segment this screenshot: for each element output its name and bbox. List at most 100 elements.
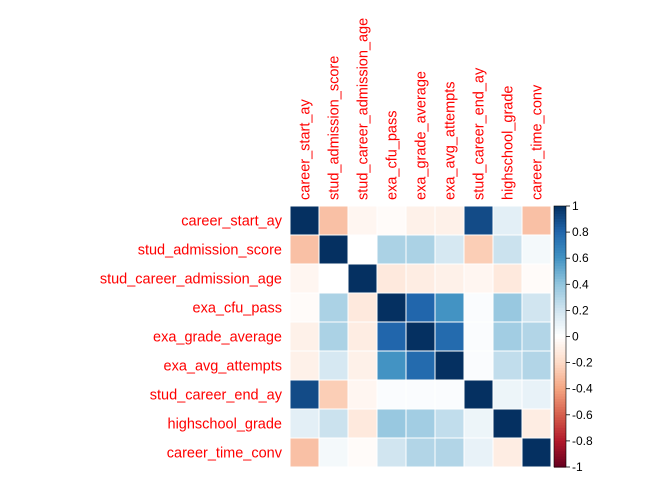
heatmap-cell-stud_career_end_ay-career_start_ay (290, 380, 319, 409)
colorbar-segment (554, 453, 566, 458)
colorbar-segment (554, 219, 566, 223)
column-label: stud_career_admission_age (356, 18, 372, 200)
colorbar-segment (554, 289, 566, 293)
heatmap-cell-exa_cfu_pass-exa_cfu_pass (377, 293, 406, 322)
column-label: stud_career_end_ay (472, 67, 488, 200)
heatmap-cell-career_time_conv-career_time_conv (522, 438, 551, 467)
colorbar-segment (554, 313, 566, 317)
colorbar-segment (554, 357, 566, 361)
colorbar-tick-label: -0.4 (572, 382, 593, 396)
colorbar-ticks: 1 0.8 0.6 0.4 0.2 0 -0.2 -0.4 -0.6 -0.8 -1 (566, 199, 593, 474)
heatmap-cell-career_start_ay-career_start_ay (290, 206, 319, 235)
heatmap-cell-stud_career_admission_age-career_time_conv (522, 264, 551, 293)
colorbar-segment (554, 310, 566, 314)
heatmap-cell-stud_career_end_ay-stud_career_admission_age (348, 380, 377, 409)
colorbar-segment (554, 237, 566, 241)
colorbar-segment (554, 273, 566, 278)
colorbar-segment (554, 438, 566, 442)
colorbar-segment (554, 276, 566, 280)
row-label: career_start_ay (181, 214, 282, 230)
colorbar-segment (554, 451, 566, 455)
heatmap-cell-exa_grade_average-exa_cfu_pass (377, 322, 406, 351)
column-label: career_start_ay (298, 99, 314, 200)
heatmap-cell-exa_avg_attempts-highschool_grade (493, 351, 522, 380)
colorbar-segment (554, 302, 566, 306)
colorbar-segment (554, 367, 566, 372)
heatmap-gridlines (289, 205, 552, 468)
colorbar-segment (554, 232, 566, 236)
heatmap-cell-exa_avg_attempts-stud_career_end_ay (464, 351, 493, 380)
colorbar-segment (554, 297, 566, 301)
colorbar-segment (554, 252, 566, 257)
heatmap-cell-career_start_ay-stud_admission_score (319, 206, 348, 235)
heatmap-cell-stud_admission_score-stud_admission_score (319, 235, 348, 264)
colorbar-segment (554, 414, 566, 419)
colorbar-segment (554, 271, 566, 275)
colorbar-segment (554, 258, 566, 262)
colorbar-segment (554, 221, 566, 225)
heatmap-cell-exa_cfu_pass-stud_career_end_ay (464, 293, 493, 322)
colorbar-segment (554, 284, 566, 288)
colorbar-tick-label: 0.6 (572, 251, 589, 265)
heatmap-cell-career_time_conv-exa_avg_attempts (435, 438, 464, 467)
heatmap-cell-exa_avg_attempts-career_start_ay (290, 351, 319, 380)
colorbar-segment (554, 242, 566, 246)
colorbar-segment (554, 213, 566, 218)
heatmap-cell-stud_career_admission_age-exa_cfu_pass (377, 264, 406, 293)
heatmap-cell-career_time_conv-stud_career_end_ay (464, 438, 493, 467)
colorbar-segment (554, 260, 566, 265)
colorbar-segment (554, 286, 566, 291)
heatmap-cell-exa_grade_average-exa_avg_attempts (435, 322, 464, 351)
heatmap-cell-highschool_grade-stud_career_admission_age (348, 409, 377, 438)
row-label: stud_career_end_ay (150, 388, 283, 404)
colorbar-segment (554, 443, 566, 447)
row-label: career_time_conv (167, 446, 283, 462)
heatmap-cell-stud_admission_score-career_start_ay (290, 235, 319, 264)
colorbar-segment (554, 292, 566, 296)
colorbar-segment (554, 226, 566, 231)
heatmap-cell-stud_career_admission_age-exa_grade_average (406, 264, 435, 293)
colorbar-segment (554, 315, 566, 319)
colorbar-segment (554, 229, 566, 233)
colorbar-segment (554, 346, 566, 351)
colorbar-tick-label: -0.6 (572, 408, 593, 422)
colorbar-segment (554, 336, 566, 340)
heatmap-cells (290, 206, 551, 467)
colorbar-segment (554, 362, 566, 366)
heatmap-cell-career_time_conv-highschool_grade (493, 438, 522, 467)
heatmap-cell-exa_cfu_pass-career_start_ay (290, 293, 319, 322)
heatmap-cell-highschool_grade-career_time_conv (522, 409, 551, 438)
heatmap-cell-highschool_grade-stud_career_end_ay (464, 409, 493, 438)
heatmap-cell-exa_grade_average-highschool_grade (493, 322, 522, 351)
heatmap-cell-career_start_ay-highschool_grade (493, 206, 522, 235)
colorbar-segment (554, 354, 566, 358)
colorbar-segment (554, 433, 566, 437)
colorbar-segment (554, 406, 566, 411)
heatmap-cell-exa_cfu_pass-exa_grade_average (406, 293, 435, 322)
colorbar-segment (554, 318, 566, 322)
heatmap-cell-highschool_grade-exa_cfu_pass (377, 409, 406, 438)
colorbar-segment (554, 373, 566, 377)
colorbar-segment (554, 459, 566, 463)
heatmap-cell-exa_cfu_pass-stud_career_admission_age (348, 293, 377, 322)
heatmap-cell-stud_career_admission_age-highschool_grade (493, 264, 522, 293)
row-label: stud_career_admission_age (100, 272, 282, 288)
colorbar-segment (554, 216, 566, 220)
heatmap-cell-stud_career_end_ay-exa_grade_average (406, 380, 435, 409)
colorbar-segment (554, 239, 566, 244)
colorbar-segment (554, 420, 566, 424)
heatmap-cell-stud_career_admission_age-exa_avg_attempts (435, 264, 464, 293)
colorbar-segment (554, 234, 566, 238)
heatmap-cell-exa_avg_attempts-stud_career_admission_age (348, 351, 377, 380)
colorbar-tick-label: 0.2 (572, 303, 589, 317)
heatmap-cell-stud_career_admission_age-stud_admission_score (319, 264, 348, 293)
colorbar-segment (554, 359, 566, 364)
heatmap-cell-career_time_conv-career_start_ay (290, 438, 319, 467)
colorbar-segment (554, 396, 566, 400)
heatmap-cell-stud_career_admission_age-stud_career_end_ay (464, 264, 493, 293)
heatmap-cell-highschool_grade-exa_avg_attempts (435, 409, 464, 438)
colorbar-segment (554, 461, 566, 465)
colorbar-segment (554, 294, 566, 298)
colorbar-segment (554, 211, 566, 215)
